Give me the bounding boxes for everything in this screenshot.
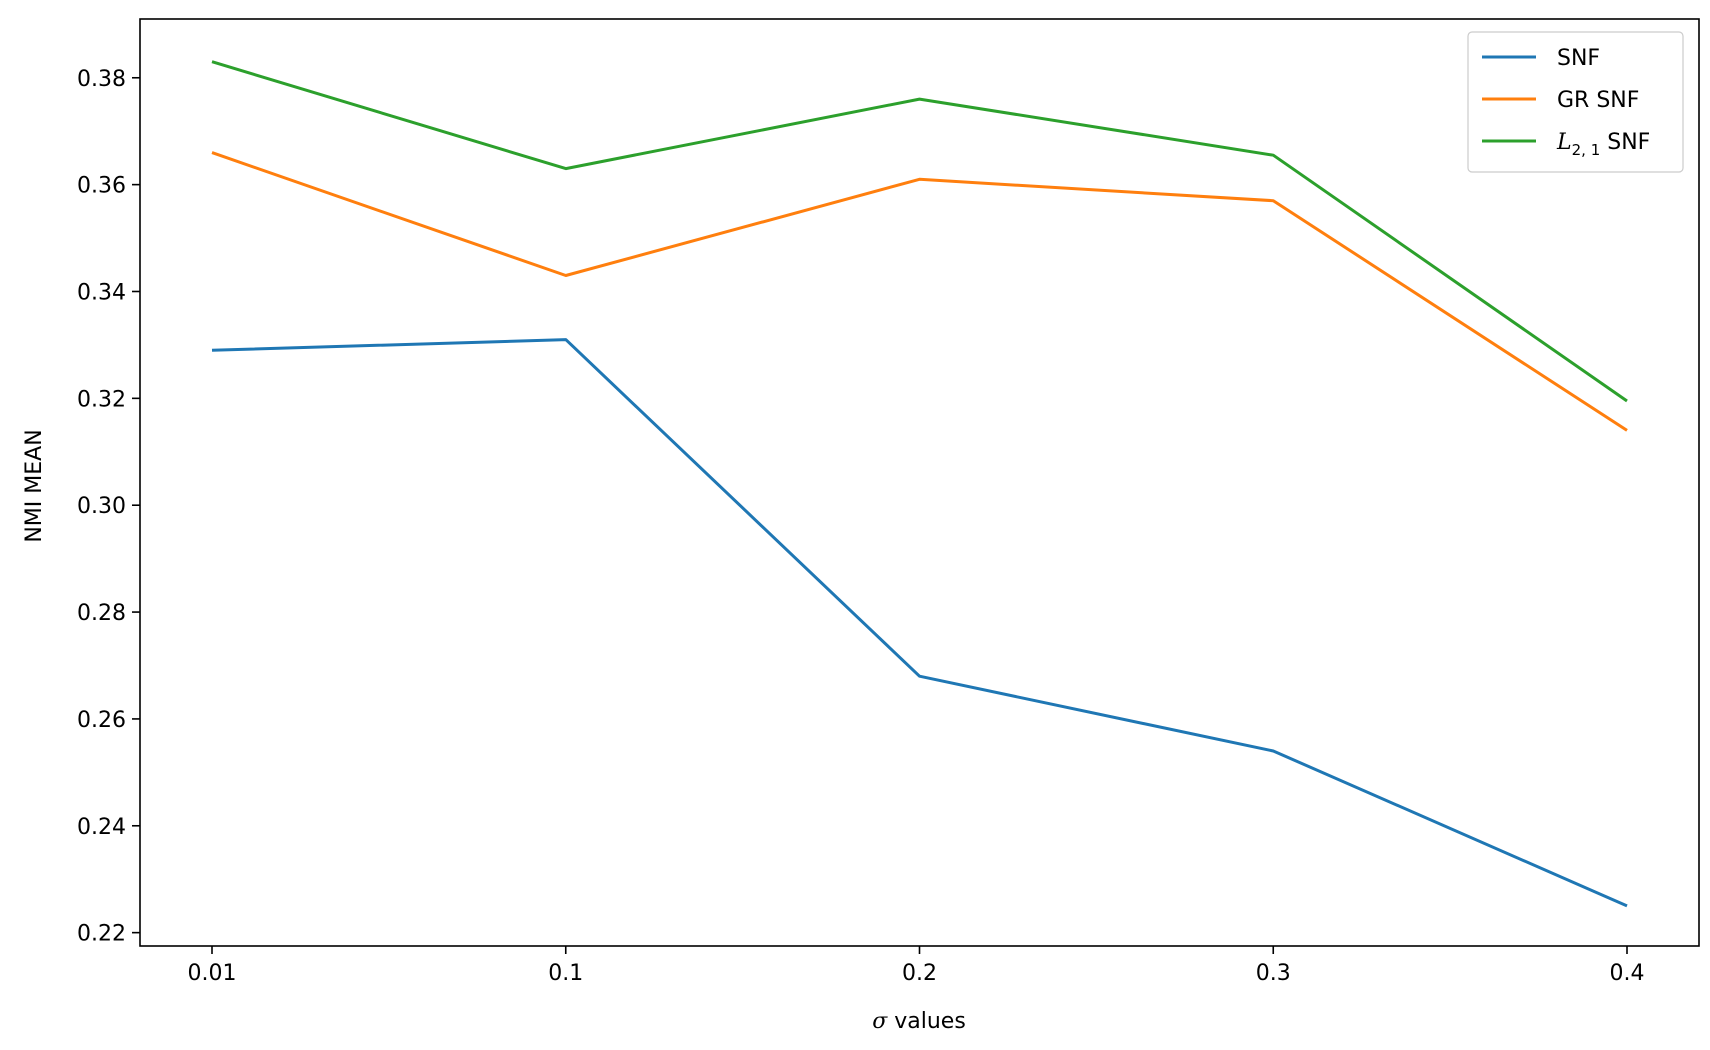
legend-label-l21-snf: L2, 1 SNF [1556, 130, 1650, 159]
y-tick-label: 0.22 [77, 922, 126, 947]
legend-label-l21-subscript: 2, 1 [1572, 141, 1601, 159]
legend-label-l21-symbol: L [1556, 130, 1572, 155]
legend-label-gr-snf: GR SNF [1557, 88, 1639, 113]
x-tick-label: 0.01 [188, 961, 237, 986]
legend: SNF GR SNF L2, 1 SNF [1467, 31, 1684, 173]
y-tick-label: 0.36 [77, 174, 126, 199]
x-tick-label: 0.2 [902, 961, 937, 986]
y-tick-label: 0.30 [77, 494, 126, 519]
x-tick-label: 0.4 [1610, 961, 1645, 986]
y-tick-label: 0.34 [77, 280, 126, 305]
y-tick-label: 0.32 [77, 387, 126, 412]
y-tick-label: 0.38 [77, 67, 126, 92]
series-line-gr-snf [211, 151, 1628, 432]
legend-label-snf: SNF [1557, 46, 1600, 71]
y-tick-label: 0.28 [77, 601, 126, 626]
x-tick-label: 0.3 [1256, 961, 1291, 986]
y-tick-label: 0.24 [77, 815, 126, 840]
x-axis: 0.01 0.1 0.2 0.3 0.4 [188, 946, 1645, 986]
y-tick-label: 0.26 [77, 708, 126, 733]
x-axis-label-text: values [887, 1009, 966, 1034]
series-line-snf [211, 338, 1628, 908]
y-axis: 0.22 0.24 0.26 0.28 0.30 0.32 0.34 0.36 0.38 [77, 67, 140, 947]
x-tick-label: 0.1 [548, 961, 583, 986]
y-axis-label: NMI MEAN [22, 429, 47, 542]
series-line-l21-snf [211, 60, 1628, 403]
legend-box [1467, 31, 1684, 173]
series-layer [211, 60, 1628, 908]
x-axis-label-symbol: σ [872, 1009, 888, 1034]
x-axis-label: σ values [872, 1009, 966, 1034]
legend-label-l21-text: SNF [1600, 130, 1650, 155]
